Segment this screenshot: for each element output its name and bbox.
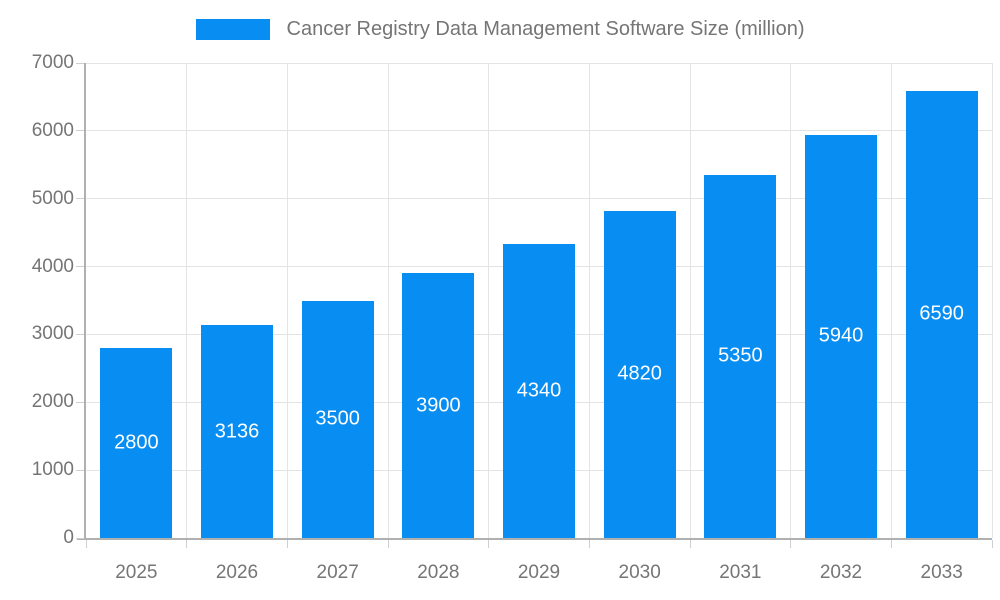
x-axis-tick: [387, 540, 389, 548]
chart-title[interactable]: Cancer Registry Data Management Software…: [286, 17, 805, 40]
plot-area: 2800 3136 3500 3900 4340 4820 5350 5940 6590: [76, 62, 993, 548]
x-tick-label: 2026: [215, 562, 259, 583]
x-axis-tick: [790, 540, 792, 548]
v-gridline: [991, 63, 993, 538]
y-tick-label: 1000: [31, 459, 74, 481]
y-tick-label: 7000: [31, 52, 74, 73]
bar-value-label: 5350: [718, 344, 763, 367]
bar-2031[interactable]: 5350: [704, 174, 777, 538]
v-gridline: [790, 63, 792, 538]
h-gridline: [86, 198, 992, 200]
bar-value-label: 3500: [315, 407, 360, 430]
x-axis-tick: [689, 540, 691, 548]
v-gridline: [689, 63, 691, 538]
v-gridline: [186, 63, 188, 538]
y-axis-line: [84, 63, 86, 538]
x-axis-tick: [85, 540, 87, 548]
x-axis-tick: [488, 540, 490, 548]
y-axis-tick: [76, 537, 84, 539]
y-axis-tick: [76, 333, 84, 335]
v-gridline: [387, 63, 389, 538]
y-tick-label: 5000: [31, 187, 74, 209]
x-tick-label: 2028: [417, 562, 460, 583]
v-gridline: [588, 63, 590, 538]
v-gridline: [286, 63, 288, 538]
bar-2029[interactable]: 4340: [503, 243, 575, 538]
x-axis-tick: [186, 540, 188, 548]
x-tick-label: 2031: [719, 562, 762, 583]
x-axis-tick: [890, 540, 892, 548]
y-axis-tick: [76, 469, 84, 471]
bar-2032[interactable]: 5940: [805, 134, 877, 538]
legend: Cancer Registry Data Management Software…: [0, 17, 1000, 41]
v-gridline: [488, 63, 490, 538]
y-tick-label: 0: [63, 527, 74, 548]
x-tick-label: 2029: [517, 562, 561, 583]
bar-2025[interactable]: 2800: [100, 348, 173, 538]
bar-value-label: 6590: [919, 302, 964, 325]
y-axis-tick: [76, 198, 84, 200]
x-tick-label: 2032: [819, 562, 863, 583]
y-axis-tick: [76, 62, 84, 64]
x-tick-label: 2030: [618, 562, 661, 583]
x-axis-tick: [286, 540, 288, 548]
y-axis-tick: [76, 130, 84, 132]
bar-value-label: 3136: [214, 420, 260, 443]
y-tick-label: 4000: [31, 255, 74, 277]
h-gridline: [86, 62, 992, 64]
y-axis-tick: [76, 266, 84, 268]
legend-swatch[interactable]: [195, 18, 270, 40]
bar-2033[interactable]: 6590: [905, 90, 978, 538]
x-tick-label: 2027: [316, 562, 359, 583]
y-tick-label: 3000: [31, 323, 74, 345]
bar-value-label: 2800: [114, 431, 159, 454]
bar-value-label: 3900: [416, 394, 461, 417]
bar-2026[interactable]: 3136: [201, 325, 273, 538]
y-axis-tick: [76, 401, 84, 403]
x-tick-label: 2025: [115, 562, 158, 583]
bar-2030[interactable]: 4820: [603, 210, 676, 538]
x-axis-tick: [588, 540, 590, 548]
bar-value-label: 4820: [617, 362, 662, 385]
x-axis-line: [77, 538, 992, 540]
x-axis-tick: [991, 540, 993, 548]
bar-value-label: 4340: [516, 379, 562, 402]
bar-value-label: 5940: [818, 324, 864, 347]
y-tick-label: 6000: [31, 119, 74, 141]
bar-2028[interactable]: 3900: [402, 273, 475, 538]
bar-2027[interactable]: 3500: [301, 300, 374, 538]
v-gridline: [890, 63, 892, 538]
h-gridline: [86, 130, 992, 132]
y-tick-label: 2000: [31, 391, 74, 413]
x-tick-label: 2033: [920, 562, 963, 583]
